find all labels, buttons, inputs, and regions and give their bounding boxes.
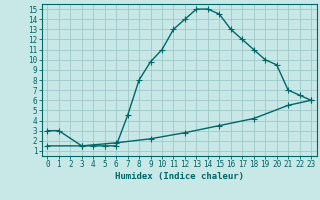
X-axis label: Humidex (Indice chaleur): Humidex (Indice chaleur) [115,172,244,181]
